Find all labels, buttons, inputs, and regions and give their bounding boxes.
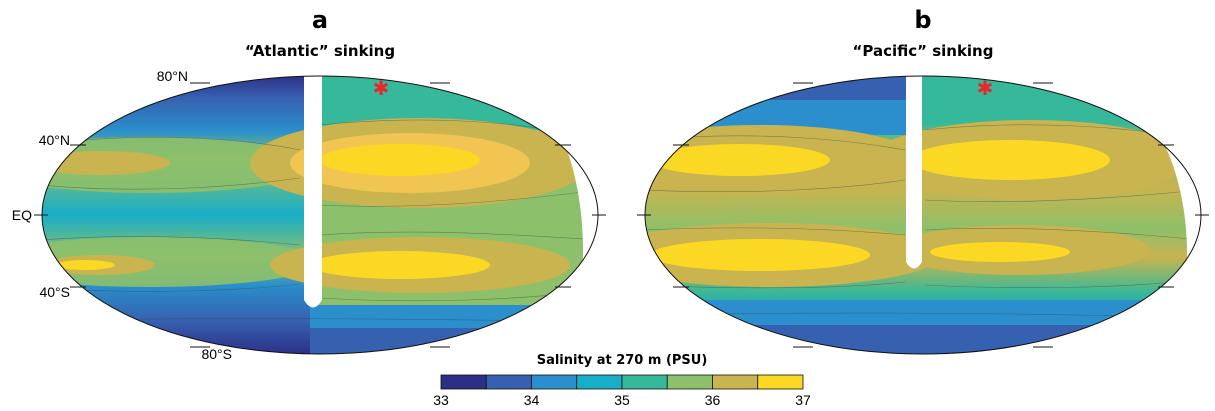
- panel-a-sinking-marker: ✱: [373, 76, 390, 100]
- colorbar-swatch: [485, 374, 532, 390]
- colorbar-swatch: [757, 374, 804, 390]
- panel-b: b “Pacific” sinking: [637, 6, 1209, 355]
- lat-label-80n: 80°N: [157, 68, 188, 84]
- panel-b-salinity-field: [645, 76, 1201, 354]
- lat-label-eq: EQ: [12, 207, 32, 223]
- lat-label-80s: 80°S: [201, 346, 232, 362]
- lat-label-40s: 40°S: [39, 284, 70, 300]
- panel-a-letter: a: [312, 6, 328, 34]
- panel-a: a “Atlantic” sinking: [12, 6, 606, 362]
- colorbar-swatch: [576, 374, 623, 390]
- colorbar-tick-label: 33: [433, 392, 449, 408]
- colorbar-swatch: [666, 374, 713, 390]
- colorbar-swatches: [440, 374, 804, 390]
- panel-b-lat-ticks: [637, 82, 1209, 348]
- panel-a-lat-ticks: [34, 82, 606, 348]
- panel-a-title: “Atlantic” sinking: [245, 42, 395, 60]
- colorbar-swatch: [440, 374, 487, 390]
- colorbar-tick-label: 36: [705, 392, 721, 408]
- colorbar-ticks: 33 34 35 36 37: [433, 392, 811, 408]
- colorbar-tick-label: 37: [795, 392, 811, 408]
- colorbar-title: Salinity at 270 m (PSU): [537, 353, 708, 368]
- panel-b-letter: b: [914, 6, 931, 34]
- panel-a-salinity-field: [42, 76, 598, 354]
- panel-b-title: “Pacific” sinking: [853, 42, 994, 60]
- colorbar-swatch: [712, 374, 759, 390]
- colorbar-tick-label: 34: [524, 392, 540, 408]
- lat-label-40n: 40°N: [39, 132, 70, 148]
- panel-b-sinking-marker: ✱: [977, 76, 994, 100]
- colorbar-tick-label: 35: [614, 392, 630, 408]
- colorbar: Salinity at 270 m (PSU) 33 34 35 36 37: [433, 353, 811, 408]
- colorbar-swatch: [531, 374, 578, 390]
- colorbar-swatch: [621, 374, 668, 390]
